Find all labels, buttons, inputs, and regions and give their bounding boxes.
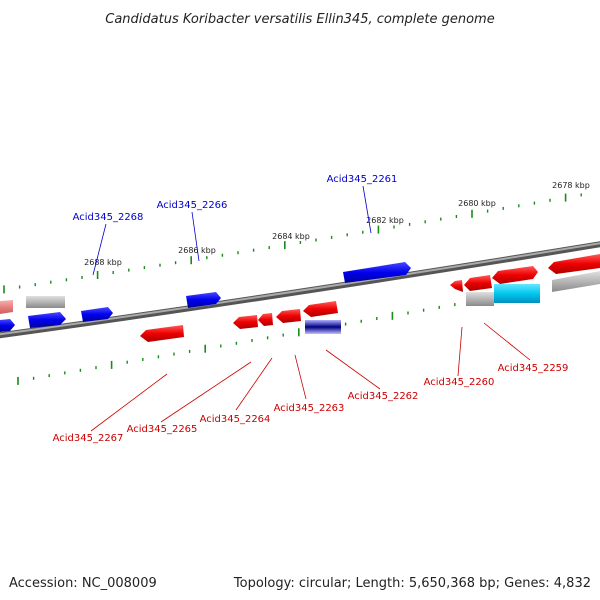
gene-label[interactable]: Acid345_2262: [348, 391, 419, 402]
gene-arrow[interactable]: [492, 266, 538, 284]
gene-arrow[interactable]: [258, 313, 273, 326]
reverse-strand-genes: [140, 301, 341, 342]
gene-label[interactable]: Acid345_2268: [73, 212, 144, 223]
gene-arrow[interactable]: [140, 325, 184, 342]
genome-map-view: Candidatus Koribacter versatilis Ellin34…: [0, 0, 600, 600]
genome-map: Candidatus Koribacter versatilis Ellin34…: [0, 0, 600, 600]
scale-label: 2684 kbp: [272, 232, 310, 241]
gene-label[interactable]: Acid345_2264: [200, 414, 271, 425]
gene-arrow[interactable]: [450, 280, 463, 292]
gene-label[interactable]: Acid345_2267: [53, 433, 124, 444]
gene-arrow[interactable]: [0, 300, 13, 314]
gene-block[interactable]: [466, 292, 494, 306]
gene-block[interactable]: [552, 271, 600, 292]
gene-block[interactable]: [26, 296, 65, 308]
scale-label: 2680 kbp: [458, 199, 496, 208]
gene-block[interactable]: [305, 320, 341, 334]
genome-summary-text: Topology: circular; Length: 5,650,368 bp…: [233, 576, 591, 591]
gene-label[interactable]: Acid345_2263: [274, 403, 345, 414]
scale-label: 2678 kbp: [552, 181, 590, 190]
gene-arrow[interactable]: [276, 309, 301, 323]
gene-arrow[interactable]: [464, 275, 492, 291]
scale-labels: 2678 kbp 2680 kbp 2682 kbp 2684 kbp 2686…: [84, 181, 590, 267]
reverse-gene-labels: Acid345_2259 Acid345_2260 Acid345_2262 A…: [53, 323, 569, 444]
gene-label[interactable]: Acid345_2261: [327, 174, 398, 185]
accession-text: Accession: NC_008009: [9, 576, 157, 591]
gene-label[interactable]: Acid345_2260: [424, 377, 495, 388]
scale-label: 2682 kbp: [366, 216, 404, 225]
scale-label: 2688 kbp: [84, 258, 122, 267]
forward-strand-genes: [0, 262, 411, 332]
gene-arrow[interactable]: [548, 254, 600, 274]
gene-arrow[interactable]: [303, 301, 338, 317]
map-title: Candidatus Koribacter versatilis Ellin34…: [105, 12, 494, 27]
gene-arrow[interactable]: [233, 315, 258, 329]
gene-label[interactable]: Acid345_2265: [127, 424, 198, 435]
gene-arrow[interactable]: [0, 319, 15, 332]
gene-label[interactable]: Acid345_2259: [498, 363, 569, 374]
gene-block-highlighted[interactable]: [494, 284, 540, 303]
gene-label[interactable]: Acid345_2266: [157, 200, 228, 211]
